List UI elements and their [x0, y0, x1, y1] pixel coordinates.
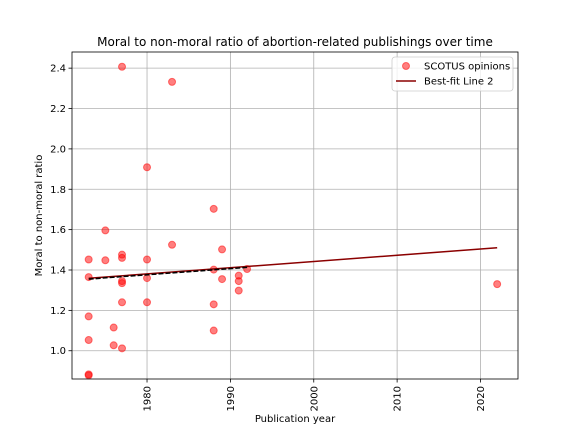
y-tick-label: 1.2 — [50, 306, 66, 317]
y-tick-label: 1.6 — [50, 225, 66, 236]
scotus-opinion-point — [101, 226, 110, 235]
x-tick-label: 1990 — [226, 386, 237, 411]
x-tick-label: 1980 — [143, 386, 154, 411]
scotus-opinion-point — [143, 298, 152, 307]
x-tick-label: 2020 — [476, 386, 487, 411]
series-layer — [84, 62, 502, 380]
scotus-opinion-point — [118, 253, 127, 262]
scotus-opinion-point — [209, 204, 218, 213]
scotus-opinion-point — [118, 279, 127, 288]
y-tick-label: 2.4 — [50, 64, 66, 75]
scotus-opinion-point — [118, 298, 127, 307]
scotus-opinion-point — [118, 62, 127, 71]
scotus-opinion-point — [84, 312, 93, 321]
y-tick-label: 2.2 — [50, 104, 66, 115]
legend: SCOTUS opinions Best-fit Line 2 — [391, 56, 514, 92]
best-fit-line — [88, 247, 498, 280]
scotus-opinion-point — [109, 323, 118, 332]
dashed-fit-line — [88, 266, 248, 280]
scotus-opinion-point — [109, 341, 118, 350]
tick-layer: 1980 1990 2000 2010 2020 1.0 1.2 1.4 1.6 1.8 2.0 2.… — [50, 64, 487, 412]
legend-box — [391, 56, 514, 92]
legend-label-bestfit: Best-fit Line 2 — [424, 77, 494, 88]
plot-frame — [71, 51, 519, 380]
scotus-opinion-point — [168, 240, 177, 249]
chart-title: Moral to non-moral ratio of abortion-rel… — [97, 35, 493, 49]
grid-layer — [72, 52, 518, 379]
legend-scatter-marker — [402, 62, 410, 70]
scotus-opinion-point — [84, 371, 93, 380]
scotus-opinion-point — [218, 275, 227, 284]
x-axis-label: Publication year — [255, 414, 336, 425]
scotus-opinion-point — [84, 336, 93, 345]
x-tick-label: 2010 — [393, 386, 404, 411]
y-axis-label: Moral to non-moral ratio — [34, 155, 45, 277]
scotus-opinion-point — [209, 300, 218, 309]
scotus-opinion-point — [168, 77, 177, 86]
scotus-opinion-point — [218, 245, 227, 254]
y-tick-label: 2.0 — [50, 144, 66, 155]
scotus-opinion-point — [209, 326, 218, 335]
scotus-opinion-point — [234, 286, 243, 295]
scotus-opinion-point — [118, 344, 127, 353]
scotus-opinion-point — [143, 163, 152, 172]
y-tick-label: 1.8 — [50, 185, 66, 196]
y-tick-label: 1.4 — [50, 266, 66, 277]
legend-label-scotus: SCOTUS opinions — [424, 62, 510, 73]
scotus-opinion-point — [101, 256, 110, 265]
scotus-opinion-point — [493, 280, 502, 289]
scotus-opinion-point — [143, 255, 152, 264]
x-tick-label: 2000 — [309, 386, 320, 411]
scotus-opinion-point — [84, 255, 93, 264]
scotus-opinion-point — [234, 277, 243, 286]
y-tick-label: 1.0 — [50, 346, 66, 357]
